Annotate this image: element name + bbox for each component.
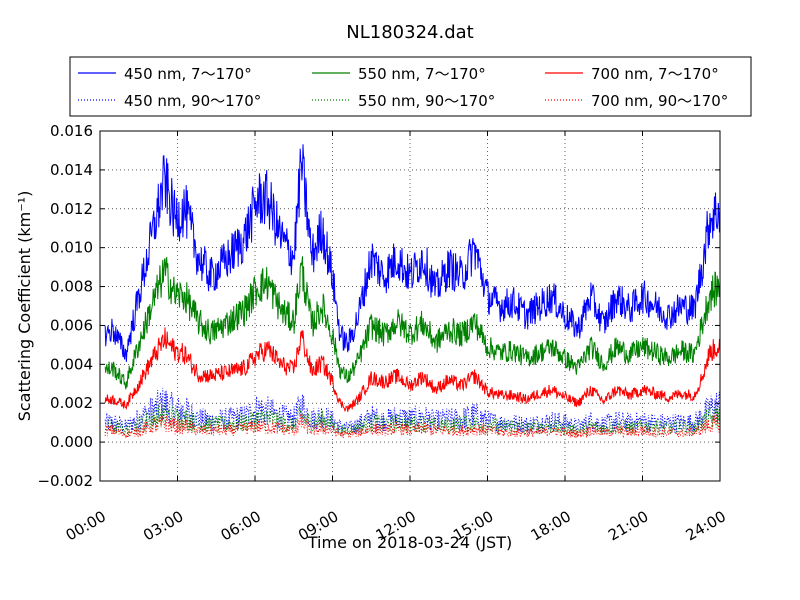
series-line-1: [104, 387, 721, 435]
x-tick-label: 00:00: [63, 507, 109, 544]
x-tick-label: 06:00: [218, 507, 264, 544]
y-tick-label: 0.016: [50, 122, 93, 140]
x-tick-label: 18:00: [528, 507, 574, 544]
series-group: [104, 144, 721, 439]
y-tick-label: 0.004: [50, 355, 93, 373]
y-axis-label: Scattering Coefficient (km⁻¹): [15, 191, 34, 422]
series-line-3: [104, 402, 721, 437]
chart-title: NL180324.dat: [346, 22, 473, 43]
y-tick-label: 0.008: [50, 278, 93, 296]
x-tick-label: 21:00: [605, 507, 651, 544]
y-tick-label: 0.010: [50, 239, 93, 257]
x-tick-label: 24:00: [683, 507, 729, 544]
legend-label-4: 700 nm, 7～170°: [591, 65, 719, 83]
legend: 450 nm, 7～170° 450 nm, 90～170° 550 nm, 7～1…: [69, 56, 752, 117]
legend-label-1: 450 nm, 90～170°: [124, 92, 261, 110]
series-line-2: [104, 256, 720, 390]
legend-label-0: 450 nm, 7～170°: [124, 65, 252, 83]
series-line-4: [104, 327, 721, 413]
legend-label-2: 550 nm, 7～170°: [358, 65, 486, 83]
plot-frame: [99, 130, 721, 482]
x-axis-label: Time on 2018-03-24 (JST): [307, 533, 512, 552]
x-tick-label: 03:00: [140, 507, 186, 544]
series-line-0: [104, 144, 721, 362]
legend-box: [69, 56, 752, 117]
y-tick-label: −0.002: [37, 472, 93, 490]
y-tick-label: 0.000: [50, 433, 93, 451]
y-tick-label: 0.002: [50, 394, 93, 412]
legend-label-3: 550 nm, 90～170°: [358, 92, 495, 110]
legend-label-5: 700 nm, 90～170°: [591, 92, 728, 110]
y-tick-label: 0.012: [50, 200, 93, 218]
y-tick-label: 0.014: [50, 161, 93, 179]
y-tick-label: 0.006: [50, 316, 93, 334]
